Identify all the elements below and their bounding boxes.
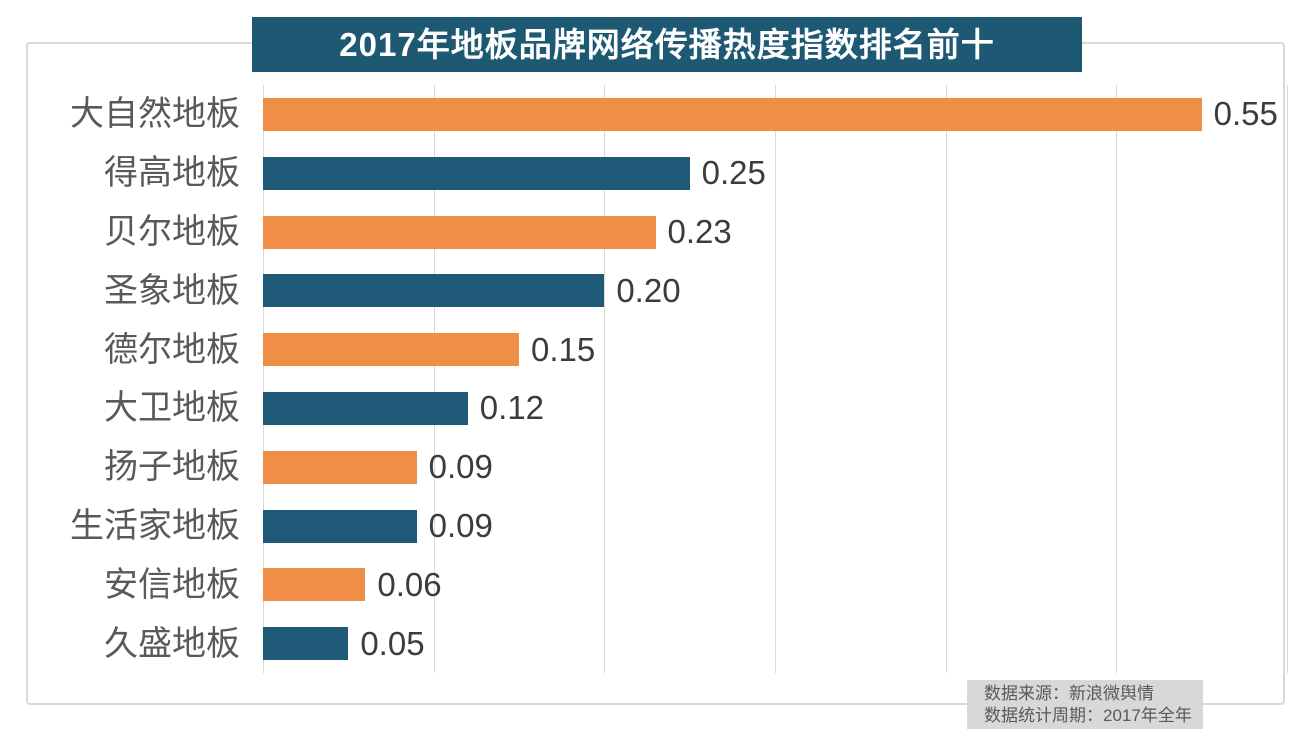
category-label: 德尔地板 — [104, 330, 240, 369]
category-label: 扬子地板 — [104, 448, 240, 487]
bar-7 — [263, 450, 417, 484]
bar-value-label: 0.09 — [428, 507, 493, 544]
gridline — [604, 85, 606, 673]
gridline — [945, 85, 947, 673]
data-source-line: 数据来源：新浪微舆情 — [984, 684, 1154, 703]
bar-1 — [263, 97, 1202, 131]
category-axis-labels: 大自然地板得高地板贝尔地板圣象地板德尔地板大卫地板扬子地板生活家地板安信地板久盛… — [30, 85, 240, 673]
category-label: 圣象地板 — [104, 271, 240, 310]
data-source-note: 数据来源：新浪微舆情 数据统计周期：2017年全年 — [967, 680, 1203, 729]
gridline — [1287, 85, 1288, 673]
bar-8 — [263, 509, 417, 543]
bar-6 — [263, 391, 468, 425]
bar-10 — [263, 627, 349, 661]
bar-3 — [263, 215, 656, 249]
bar-value-label: 0.09 — [428, 448, 493, 486]
bar-value-label: 0.06 — [377, 565, 442, 603]
category-label: 大卫地板 — [104, 389, 240, 428]
bar-value-label: 0.12 — [479, 389, 545, 427]
bar-value-label: 0.15 — [531, 330, 596, 368]
plot-area: 0.55 0.25 0.23 0.20 0.15 0.12 0.09 0.09 0.06 0.05 — [263, 85, 1288, 673]
bar-value-label: 0.23 — [667, 213, 732, 250]
chart-title: 2017年地板品牌网络传播热度指数排名前十 — [252, 17, 1082, 72]
bar-value-label: 0.25 — [701, 154, 766, 192]
gridline — [433, 85, 435, 673]
bar-value-label: 0.20 — [616, 271, 681, 309]
category-label: 安信地板 — [104, 565, 240, 604]
category-label: 大自然地板 — [70, 95, 240, 134]
bar-9 — [263, 568, 366, 602]
bar-value-label: 0.55 — [1213, 95, 1278, 133]
bar-2 — [263, 156, 690, 190]
gridline — [1116, 85, 1118, 673]
data-period-line: 数据统计周期：2017年全年 — [984, 706, 1192, 725]
bar-4 — [263, 274, 605, 308]
bar-value-label: 0.05 — [360, 624, 425, 662]
category-label: 贝尔地板 — [104, 213, 240, 251]
category-label: 得高地板 — [104, 154, 240, 193]
category-label: 久盛地板 — [104, 624, 240, 663]
category-label: 生活家地板 — [70, 507, 240, 545]
gridline — [775, 85, 776, 673]
bar-5 — [263, 333, 519, 367]
gridline — [263, 85, 264, 673]
